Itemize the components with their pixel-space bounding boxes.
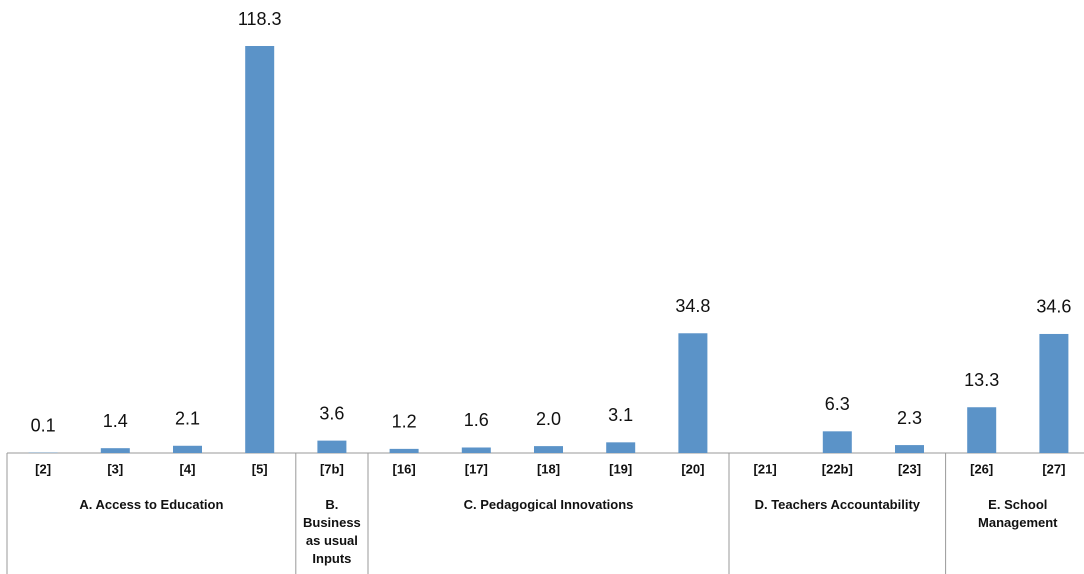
value-label: 34.8 <box>675 296 710 316</box>
value-label: 2.1 <box>175 409 200 429</box>
bar <box>389 448 419 453</box>
x-tick-label: [3] <box>107 461 123 476</box>
bar <box>317 440 347 453</box>
x-tick-label: [19] <box>609 461 632 476</box>
x-tick-label: [27] <box>1042 461 1065 476</box>
group-label: B. Business as usual Inputs <box>302 497 361 566</box>
bar <box>100 448 130 453</box>
value-label: 1.4 <box>103 411 128 431</box>
bar <box>534 446 563 453</box>
group-label: D. Teachers Accountability <box>754 497 921 512</box>
x-tick-label: [4] <box>180 461 196 476</box>
x-tick-label: [7b] <box>320 461 344 476</box>
bar <box>895 445 924 453</box>
x-tick-label: [17] <box>465 461 488 476</box>
x-tick-label: [2] <box>35 461 51 476</box>
bar <box>606 442 636 453</box>
value-label: 3.1 <box>608 405 633 425</box>
x-tick-label: [21] <box>754 461 777 476</box>
value-label: 2.3 <box>897 408 922 428</box>
value-label: 1.2 <box>392 412 417 432</box>
bar <box>461 447 491 453</box>
bar <box>822 431 852 453</box>
x-tick-label: [16] <box>393 461 416 476</box>
group-label: C. Pedagogical Innovations <box>463 497 634 512</box>
value-label: 3.6 <box>319 403 344 423</box>
group-label: A. Access to Education <box>79 497 224 512</box>
x-tick-label: [26] <box>970 461 993 476</box>
x-tick-label: [18] <box>537 461 560 476</box>
x-tick-label: [20] <box>681 461 704 476</box>
value-label: 6.3 <box>825 394 850 414</box>
bar <box>1039 333 1069 453</box>
bar <box>173 445 202 453</box>
value-label: 0.1 <box>31 415 56 435</box>
bar <box>678 333 708 453</box>
x-tick-label: [22b] <box>822 461 853 476</box>
x-tick-label: [5] <box>252 461 268 476</box>
group-label: E. School Management <box>978 497 1058 530</box>
value-label: 1.6 <box>464 410 489 430</box>
x-tick-label: [23] <box>898 461 921 476</box>
bar <box>967 407 997 453</box>
bar <box>245 46 275 453</box>
value-label: 13.3 <box>964 370 999 390</box>
value-label: 2.0 <box>536 409 561 429</box>
value-label: 34.6 <box>1036 297 1071 317</box>
value-label: 118.3 <box>238 9 282 29</box>
